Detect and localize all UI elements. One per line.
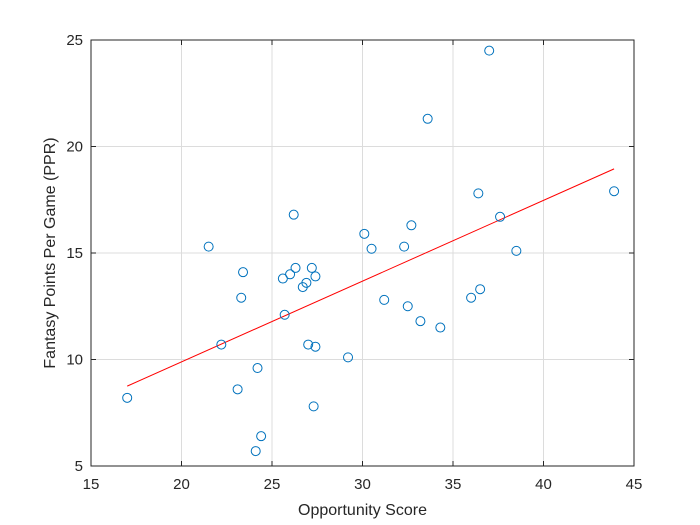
data-point bbox=[435, 322, 446, 333]
data-point bbox=[232, 384, 243, 395]
data-point bbox=[277, 273, 288, 284]
y-tick-label: 25 bbox=[66, 32, 83, 49]
data-point bbox=[288, 209, 299, 220]
y-tick-label: 20 bbox=[66, 139, 83, 156]
y-axis-ticks: 5 10 15 20 25 bbox=[66, 32, 634, 475]
x-tick-label: 35 bbox=[445, 476, 462, 493]
data-point bbox=[379, 294, 390, 305]
data-point bbox=[511, 245, 522, 256]
data-point bbox=[399, 241, 410, 252]
data-point bbox=[250, 446, 261, 457]
data-point bbox=[473, 188, 484, 199]
data-point bbox=[343, 352, 354, 363]
x-axis-ticks: 15 20 25 30 35 40 45 bbox=[83, 40, 643, 493]
y-axis-title: Fantasy Points Per Game (PPR) bbox=[42, 137, 59, 368]
data-point bbox=[406, 220, 417, 231]
data-point bbox=[402, 301, 413, 312]
data-point bbox=[495, 211, 506, 222]
data-point bbox=[475, 284, 486, 295]
x-tick-label: 30 bbox=[354, 476, 371, 493]
fit-line bbox=[126, 168, 615, 387]
x-axis-title: Opportunity Score bbox=[298, 502, 427, 519]
y-tick-label: 5 bbox=[75, 458, 83, 475]
data-point bbox=[279, 309, 290, 320]
data-point bbox=[236, 292, 247, 303]
data-point bbox=[310, 271, 321, 282]
data-point bbox=[308, 401, 319, 412]
data-point bbox=[256, 431, 267, 442]
data-point bbox=[415, 316, 426, 327]
data-point bbox=[290, 262, 301, 273]
data-point bbox=[252, 363, 263, 374]
y-tick-label: 15 bbox=[66, 245, 83, 262]
data-point bbox=[366, 243, 377, 254]
data-point bbox=[203, 241, 214, 252]
data-point bbox=[484, 45, 495, 56]
data-point bbox=[301, 277, 312, 288]
data-point bbox=[609, 186, 620, 197]
x-tick-label: 15 bbox=[83, 476, 100, 493]
data-points bbox=[122, 45, 620, 457]
data-point bbox=[359, 228, 370, 239]
fit-line-group bbox=[126, 168, 615, 387]
y-tick-label: 10 bbox=[66, 352, 83, 369]
x-tick-label: 45 bbox=[626, 476, 643, 493]
x-tick-label: 25 bbox=[264, 476, 281, 493]
data-point bbox=[303, 339, 314, 350]
data-point bbox=[216, 339, 227, 350]
data-point bbox=[310, 341, 321, 352]
data-point bbox=[122, 392, 133, 403]
data-point bbox=[238, 267, 249, 278]
x-tick-label: 20 bbox=[173, 476, 190, 493]
data-point bbox=[466, 292, 477, 303]
x-tick-label: 40 bbox=[535, 476, 552, 493]
data-point bbox=[306, 262, 317, 273]
data-point bbox=[285, 269, 296, 280]
data-point bbox=[422, 113, 433, 124]
